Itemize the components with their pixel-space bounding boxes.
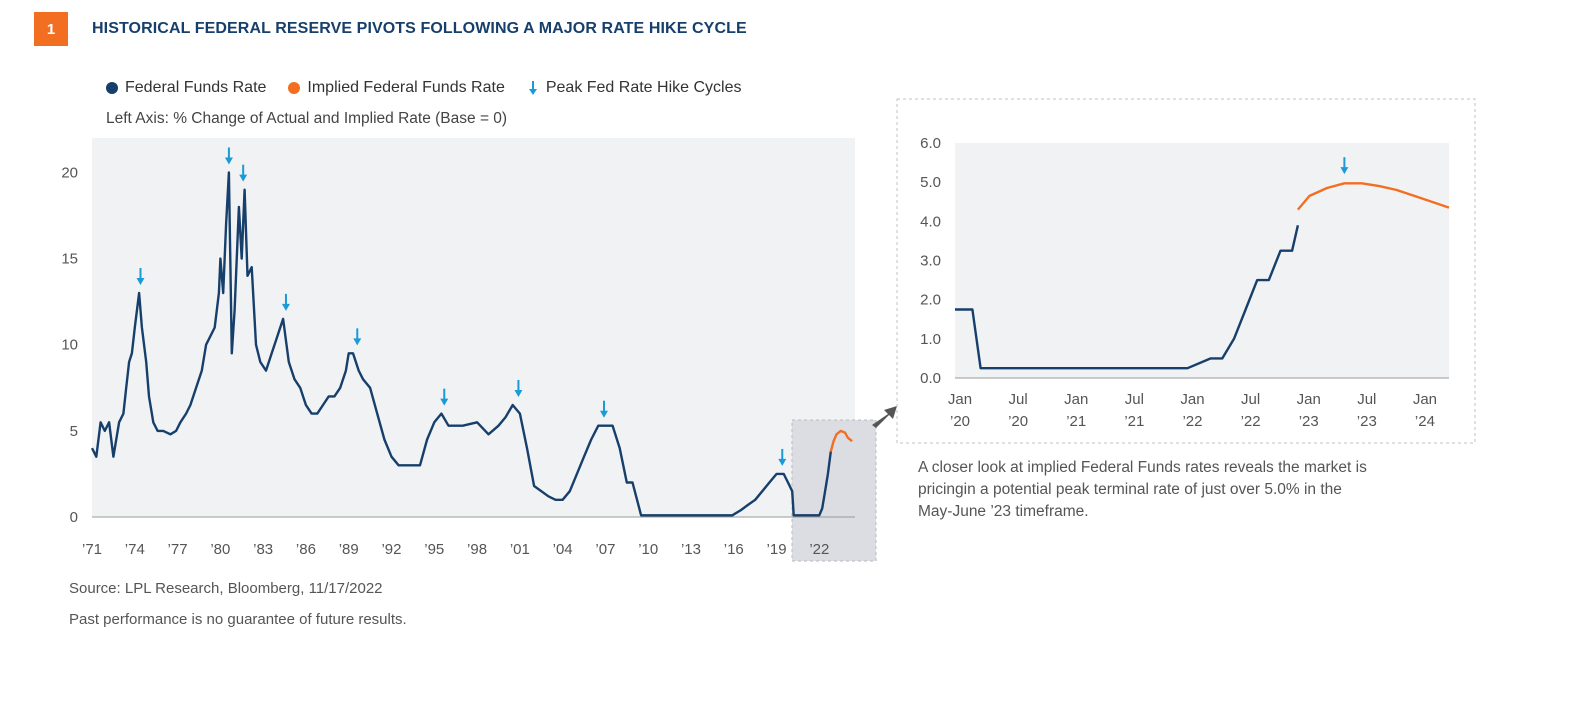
main-peak-arrow-icon <box>514 380 523 398</box>
inset-x-tick-label: Jan <box>1413 391 1437 408</box>
main-peak-arrow-icon <box>281 293 290 311</box>
inset-x-tick-year: ’20 <box>1008 413 1028 430</box>
main-x-tick-label: ’95 <box>424 541 444 558</box>
inset-x-tick-year: ’20 <box>950 413 970 430</box>
main-x-tick-label: ’07 <box>595 541 615 558</box>
figure-number-badge: 1 <box>34 12 68 46</box>
legend-dot-implied-icon <box>288 82 301 94</box>
inset-x-tick-label: Jan <box>1297 391 1321 408</box>
inset-peak-arrow-icon <box>1340 157 1349 175</box>
inset-x-tick-label: Jan <box>1180 391 1204 408</box>
main-series-federal-funds-rate <box>90 171 832 517</box>
inset-x-tick-year: ’23 <box>1357 413 1377 430</box>
disclaimer: Past performance is no guarantee of futu… <box>69 611 407 628</box>
source-note: Source: LPL Research, Bloomberg, 11/17/2… <box>69 580 383 597</box>
legend-label-peak: Peak Fed Rate Hike Cycles <box>545 79 742 96</box>
legend-item-actual: Federal Funds Rate <box>106 79 266 97</box>
legend-label-actual: Federal Funds Rate <box>125 79 267 96</box>
main-peak-arrow-icon <box>239 164 248 182</box>
inset-y-tick-label: 4.0 <box>920 213 941 230</box>
legend-dot-actual-icon <box>106 82 118 94</box>
inset-x-tick-year: ’22 <box>1241 413 1261 430</box>
legend-item-peak: Peak Fed Rate Hike Cycles <box>527 79 742 97</box>
main-peak-arrow-icon <box>778 448 787 466</box>
chart-title: HISTORICAL FEDERAL RESERVE PIVOTS FOLLOW… <box>92 20 747 37</box>
main-x-tick-label: ’71 <box>82 541 102 558</box>
inset-caption: A closer look at implied Federal Funds r… <box>918 459 1367 520</box>
main-x-tick-label: ’80 <box>210 541 230 558</box>
inset-x-tick-label: Jan <box>1064 391 1088 408</box>
main-y-tick-label: 10 <box>61 337 78 354</box>
inset-x-tick-year: ’24 <box>1415 413 1435 430</box>
main-x-tick-label: ’22 <box>809 541 829 558</box>
main-y-tick-label: 5 <box>70 423 78 440</box>
inset-x-tick-label: Jul <box>1125 391 1144 408</box>
inset-series-federal-funds-rate <box>955 225 1300 370</box>
main-x-tick-label: ’83 <box>253 541 273 558</box>
inset-x-tick-year: ’22 <box>1182 413 1202 430</box>
down-arrow-icon <box>528 81 537 95</box>
main-x-tick-label: ’19 <box>767 541 787 558</box>
inset-x-tick-label: Jul <box>1009 391 1028 408</box>
inset-y-tick-label: 5.0 <box>920 174 941 191</box>
main-x-tick-label: ’16 <box>724 541 744 558</box>
inset-y-tick-label: 3.0 <box>920 253 941 270</box>
main-x-tick-label: ’74 <box>125 541 145 558</box>
main-x-tick-label: ’13 <box>681 541 701 558</box>
main-peak-arrow-icon <box>599 400 608 418</box>
main-y-tick-label: 15 <box>61 251 78 268</box>
main-peak-arrow-icon <box>353 328 362 346</box>
main-y-tick-label: 0 <box>70 509 78 526</box>
inset-x-tick-label: Jan <box>948 391 972 408</box>
axis-note: Left Axis: % Change of Actual and Implie… <box>106 110 508 127</box>
main-peak-arrow-icon <box>440 388 449 406</box>
inset-x-tick-year: ’21 <box>1066 413 1086 430</box>
legend-label-implied: Implied Federal Funds Rate <box>307 79 505 96</box>
inset-y-tick-label: 6.0 <box>920 135 941 152</box>
main-plot-area <box>92 138 855 517</box>
main-x-tick-label: ’89 <box>339 541 359 558</box>
main-x-tick-label: ’01 <box>510 541 530 558</box>
main-y-tick-label: 20 <box>61 164 78 181</box>
main-x-tick-label: ’77 <box>168 541 188 558</box>
inset-y-tick-label: 0.0 <box>920 370 941 387</box>
main-x-tick-label: ’04 <box>553 541 573 558</box>
inset-x-tick-year: ’21 <box>1124 413 1144 430</box>
inset-x-tick-label: Jul <box>1241 391 1260 408</box>
main-x-tick-label: ’10 <box>638 541 658 558</box>
main-x-tick-label: ’92 <box>381 541 401 558</box>
zoom-connector-arrow-icon <box>872 406 897 428</box>
inset-x-tick-year: ’23 <box>1299 413 1319 430</box>
inset-x-tick-label: Jul <box>1357 391 1376 408</box>
inset-series-implied-rate <box>1296 182 1450 211</box>
main-x-tick-label: ’86 <box>296 541 316 558</box>
main-peak-arrow-icon <box>136 268 145 286</box>
legend: Federal Funds Rate Implied Federal Funds… <box>106 79 741 97</box>
main-peak-arrow-icon <box>224 147 233 165</box>
legend-item-implied: Implied Federal Funds Rate <box>288 79 505 97</box>
main-x-tick-label: ’98 <box>467 541 487 558</box>
inset-y-tick-label: 2.0 <box>920 292 941 309</box>
main-series-implied-rate <box>829 429 853 452</box>
inset-y-tick-label: 1.0 <box>920 331 941 348</box>
inset-plot-area <box>955 143 1449 378</box>
